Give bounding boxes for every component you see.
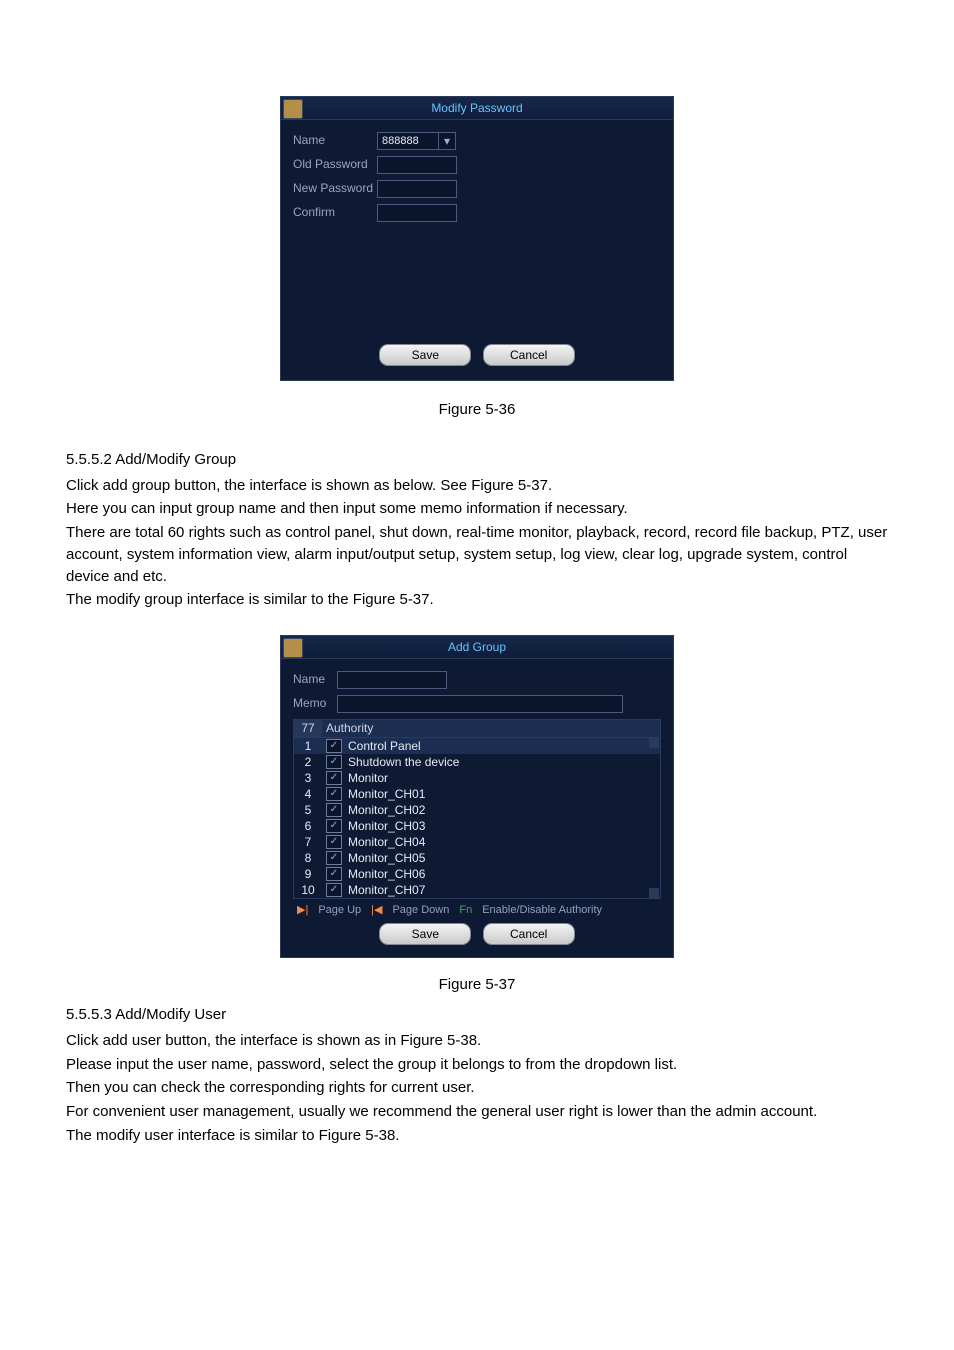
checkbox-icon[interactable]: ✓ xyxy=(326,771,342,785)
paragraph: Please input the user name, password, se… xyxy=(66,1054,888,1076)
authority-row-index: 6 xyxy=(294,818,322,834)
section-heading-user: 5.5.5.3 Add/Modify User xyxy=(66,1004,888,1026)
authority-row-index: 1 xyxy=(294,738,322,754)
authority-row[interactable]: 3 ✓ Monitor xyxy=(294,770,660,786)
dialog-title: Modify Password xyxy=(431,101,522,115)
section-heading-group: 5.5.5.2 Add/Modify Group xyxy=(66,449,888,471)
authority-row[interactable]: 4 ✓ Monitor_CH01 xyxy=(294,786,660,802)
authority-row[interactable]: 1 ✓ Control Panel xyxy=(294,738,660,754)
authority-row-label: Monitor_CH07 xyxy=(346,882,660,898)
checkbox-icon[interactable]: ✓ xyxy=(326,867,342,881)
confirm-label: Confirm xyxy=(293,204,377,221)
checkbox-icon[interactable]: ✓ xyxy=(326,739,342,753)
authority-row-label: Monitor_CH03 xyxy=(346,818,660,834)
modify-password-dialog: Modify Password Name 888888 ▾ Old Passwo… xyxy=(280,96,674,381)
authority-row[interactable]: 7 ✓ Monitor_CH04 xyxy=(294,834,660,850)
authority-list: 77 Authority 1 ✓ Control Panel 2 ✓ Shutdown t… xyxy=(293,719,661,899)
checkbox-icon[interactable]: ✓ xyxy=(326,835,342,849)
checkbox-icon[interactable]: ✓ xyxy=(326,819,342,833)
paragraph: For convenient user management, usually … xyxy=(66,1101,888,1123)
page-up-label: Page Up xyxy=(318,903,361,919)
page-up-icon: ▶| xyxy=(297,903,308,919)
group-name-input[interactable] xyxy=(337,671,447,689)
authority-row-label: Shutdown the device xyxy=(346,754,660,770)
group-name-label: Name xyxy=(293,671,337,688)
page-down-label: Page Down xyxy=(392,903,449,919)
cancel-button[interactable]: Cancel xyxy=(483,923,575,945)
paragraph: There are total 60 rights such as contro… xyxy=(66,522,888,587)
cancel-button[interactable]: Cancel xyxy=(483,344,575,366)
save-button[interactable]: Save xyxy=(379,923,471,945)
save-button[interactable]: Save xyxy=(379,344,471,366)
authority-row-index: 7 xyxy=(294,834,322,850)
authority-row[interactable]: 6 ✓ Monitor_CH03 xyxy=(294,818,660,834)
new-password-label: New Password xyxy=(293,180,377,197)
authority-row[interactable]: 8 ✓ Monitor_CH05 xyxy=(294,850,660,866)
old-password-label: Old Password xyxy=(293,156,377,173)
chevron-down-icon: ▾ xyxy=(438,133,455,149)
toggle-authority-icon: Fn xyxy=(459,903,472,919)
name-label: Name xyxy=(293,132,377,149)
app-logo-icon xyxy=(283,638,303,658)
paragraph: The modify user interface is similar to … xyxy=(66,1125,888,1147)
authority-row-index: 9 xyxy=(294,866,322,882)
authority-row-label: Monitor_CH05 xyxy=(346,850,660,866)
dialog-titlebar: Add Group xyxy=(281,636,673,659)
paragraph: Click add user button, the interface is … xyxy=(66,1030,888,1052)
paragraph: The modify group interface is similar to… xyxy=(66,589,888,611)
authority-row-index: 4 xyxy=(294,786,322,802)
authority-row-index: 10 xyxy=(294,882,322,898)
authority-row-label: Monitor xyxy=(346,770,660,786)
app-logo-icon xyxy=(283,99,303,119)
group-memo-input[interactable] xyxy=(337,695,623,713)
dialog-titlebar: Modify Password xyxy=(281,97,673,120)
add-group-dialog: Add Group Name Memo 77 Authority 1 ✓ Contr… xyxy=(280,635,674,958)
checkbox-icon[interactable]: ✓ xyxy=(326,851,342,865)
page-down-icon: |◀ xyxy=(371,903,382,919)
authority-row[interactable]: 5 ✓ Monitor_CH02 xyxy=(294,802,660,818)
scrollbar-down-icon[interactable] xyxy=(649,888,659,898)
authority-row-index: 3 xyxy=(294,770,322,786)
authority-row[interactable]: 10 ✓ Monitor_CH07 xyxy=(294,882,660,898)
checkbox-icon[interactable]: ✓ xyxy=(326,803,342,817)
authority-row-index: 5 xyxy=(294,802,322,818)
authority-row-index: 8 xyxy=(294,850,322,866)
name-value: 888888 xyxy=(378,133,438,149)
confirm-password-input[interactable] xyxy=(377,204,457,222)
authority-row-label: Monitor_CH02 xyxy=(346,802,660,818)
checkbox-icon[interactable]: ✓ xyxy=(326,787,342,801)
authority-row-index: 2 xyxy=(294,754,322,770)
authority-row-label: Monitor_CH06 xyxy=(346,866,660,882)
checkbox-icon[interactable]: ✓ xyxy=(326,883,342,897)
scrollbar-thumb[interactable] xyxy=(649,738,659,748)
authority-title-header: Authority xyxy=(322,720,660,737)
paragraph: Then you can check the corresponding rig… xyxy=(66,1077,888,1099)
new-password-input[interactable] xyxy=(377,180,457,198)
authority-row[interactable]: 2 ✓ Shutdown the device xyxy=(294,754,660,770)
authority-count-header: 77 xyxy=(294,720,322,737)
figure-caption: Figure 5-37 xyxy=(66,974,888,996)
checkbox-icon[interactable]: ✓ xyxy=(326,755,342,769)
paragraph: Click add group button, the interface is… xyxy=(66,475,888,497)
group-memo-label: Memo xyxy=(293,695,337,712)
toggle-authority-label: Enable/Disable Authority xyxy=(482,903,602,919)
figure-caption: Figure 5-36 xyxy=(66,399,888,421)
old-password-input[interactable] xyxy=(377,156,457,174)
authority-row-label: Monitor_CH01 xyxy=(346,786,660,802)
paragraph: Here you can input group name and then i… xyxy=(66,498,888,520)
dialog-title: Add Group xyxy=(448,640,506,654)
authority-row-label: Monitor_CH04 xyxy=(346,834,660,850)
authority-row-label: Control Panel xyxy=(346,738,660,754)
hint-bar: ▶| Page Up |◀ Page Down Fn Enable/Disabl… xyxy=(293,899,661,919)
authority-row[interactable]: 9 ✓ Monitor_CH06 xyxy=(294,866,660,882)
name-dropdown[interactable]: 888888 ▾ xyxy=(377,132,456,150)
